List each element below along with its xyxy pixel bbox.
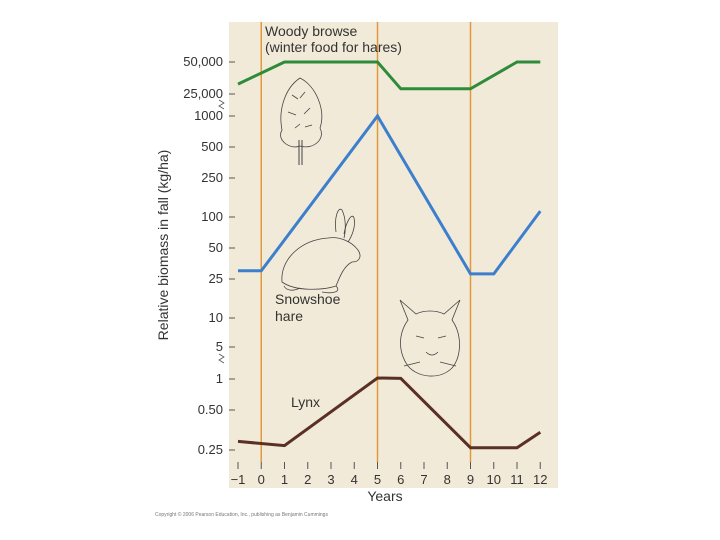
x-tick-label: 8	[444, 472, 451, 487]
y-tick-label: 50	[209, 240, 223, 255]
lynx-illustration	[399, 299, 461, 377]
x-tick-label: 7	[420, 472, 427, 487]
series-line-lynx	[237, 376, 542, 450]
woody-browse-label-line1: Woody browse	[265, 23, 358, 39]
snowshoe-hare-illustration	[281, 208, 361, 294]
x-tick-label: −1	[231, 472, 246, 487]
x-tick-label: 10	[487, 472, 501, 487]
y-tick-label: 10	[209, 310, 223, 325]
x-tick-label: 11	[510, 472, 524, 487]
y-tick-label: 0.25	[198, 442, 223, 457]
x-tick-label: 4	[351, 472, 358, 487]
x-tick-label: 3	[327, 472, 334, 487]
y-tick-label: 5	[216, 339, 223, 354]
y-tick-label: 25	[209, 271, 223, 286]
axis-break-mark-lower	[218, 353, 225, 364]
y-tick-label: 1000	[194, 108, 223, 123]
x-tick-label: 1	[281, 472, 288, 487]
x-tick-label: 2	[304, 472, 311, 487]
x-tick-label: 9	[467, 472, 474, 487]
snowshoe-hare-label-line1: Snowshoe	[275, 291, 341, 307]
snowshoe-hare-label-line2: hare	[275, 308, 303, 324]
x-tick-label: 5	[374, 472, 381, 487]
lynx-label: Lynx	[291, 394, 320, 410]
y-tick-label: 250	[201, 170, 223, 185]
copyright-notice: Copyright © 2006 Pearson Education, Inc.…	[155, 512, 328, 518]
series-line-snowshoe-hare	[238, 113, 542, 276]
y-tick-label: 1	[216, 371, 223, 386]
y-tick-label: 50,000	[183, 54, 223, 69]
y-tick-label: 100	[201, 209, 223, 224]
woody-browse-label-line2: (winter food for hares)	[265, 39, 402, 55]
x-axis-title: Years	[367, 488, 402, 504]
x-tick-label: 6	[397, 472, 404, 487]
y-axis-title: Relative biomass in fall (kg/ha)	[155, 150, 171, 341]
series-line-woody-browse	[237, 60, 541, 91]
y-tick-label: 0.50	[198, 402, 223, 417]
tree-illustration	[280, 77, 323, 165]
y-tick-label: 500	[201, 139, 223, 154]
y-tick-label: 25,000	[183, 86, 223, 101]
x-tick-label: 0	[258, 472, 265, 487]
x-tick-label: 12	[533, 472, 547, 487]
axis-break-mark-upper	[218, 99, 225, 110]
